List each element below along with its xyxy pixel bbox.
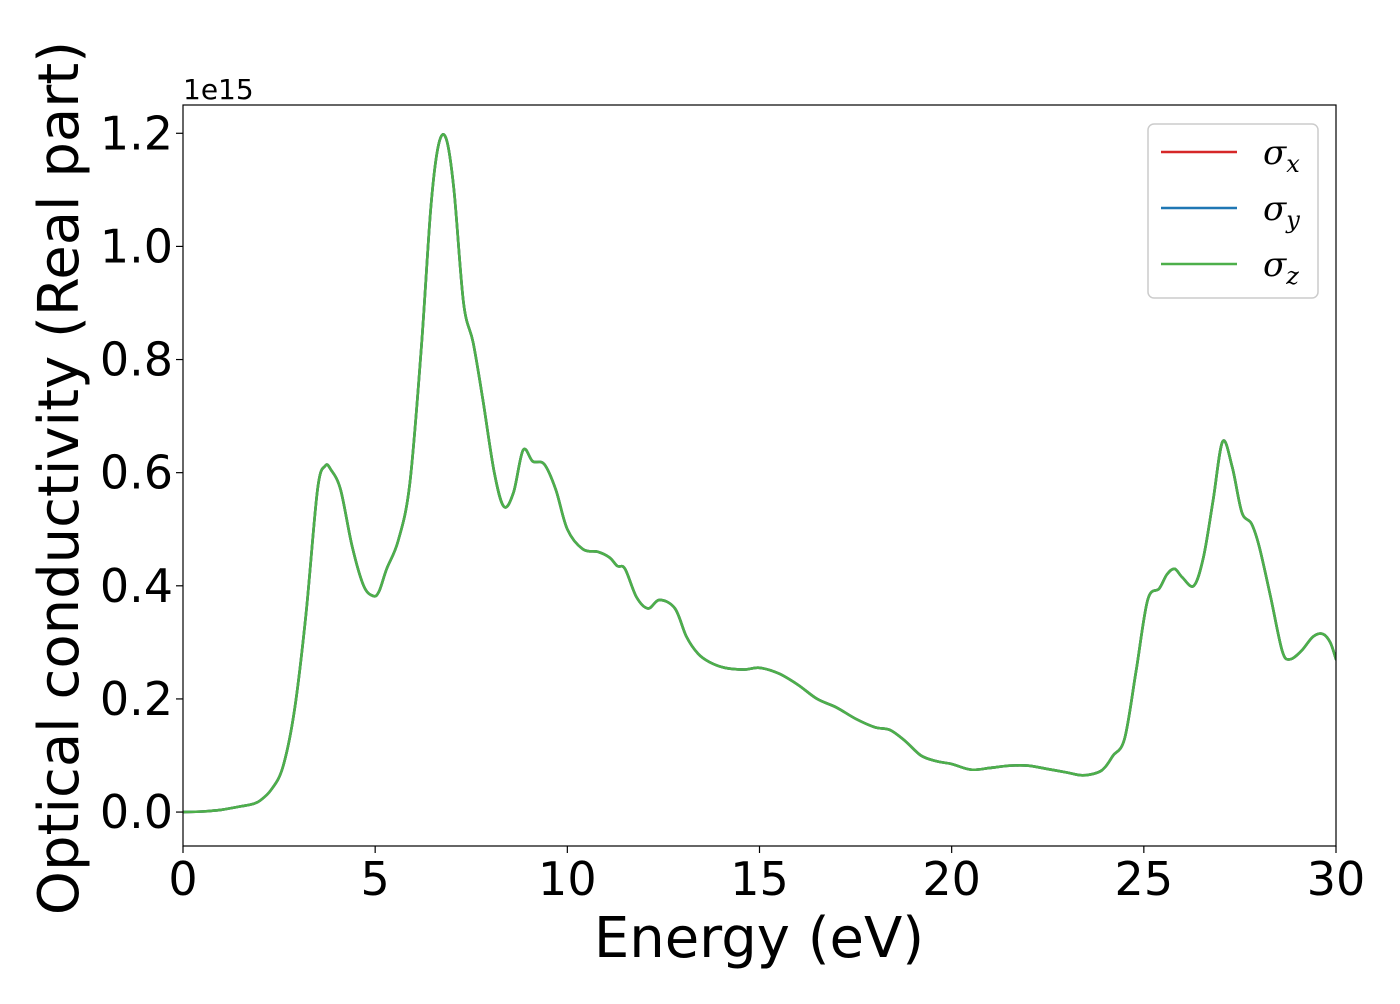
legend-label-x: σx	[1263, 133, 1300, 178]
y-axis-label: Optical conductivity (Real part)	[27, 41, 92, 915]
plot-frame	[182, 104, 1337, 847]
legend-items: σx σy σz	[1161, 133, 1300, 290]
y-tick-label: 0.4	[100, 559, 173, 613]
x-tick-label: 0	[168, 852, 197, 906]
y-axis-ticks: 0.0 0.2 0.4 0.6 0.8 1.0 1.2	[100, 106, 183, 839]
legend-label-z: σz	[1263, 245, 1299, 290]
legend-label-y: σy	[1263, 189, 1300, 234]
legend: σx σy σz	[1147, 123, 1319, 299]
x-tick-label: 25	[1115, 852, 1174, 906]
y-tick-label: 0.2	[100, 672, 173, 726]
x-tick-label: 30	[1307, 852, 1366, 906]
legend-frame	[1147, 123, 1319, 299]
y-tick-label: 0.0	[100, 785, 173, 839]
y-tick-label: 1.0	[100, 219, 173, 273]
y-tick-label: 0.8	[100, 333, 173, 387]
y-tick-label: 0.6	[100, 446, 173, 500]
x-tick-label: 20	[922, 852, 981, 906]
x-tick-label: 5	[361, 852, 390, 906]
x-tick-label: 15	[730, 852, 789, 906]
y-tick-label: 1.2	[100, 106, 173, 160]
x-tick-label: 10	[538, 852, 597, 906]
series-line-z	[183, 133, 1336, 814]
plot-background	[183, 105, 1336, 846]
x-axis-ticks: 0 5 10 15 20 25 30	[168, 846, 1365, 906]
y-offset-label: 1e15	[183, 73, 254, 106]
x-axis-label: Energy (eV)	[594, 906, 924, 971]
series-layer	[183, 133, 1336, 814]
